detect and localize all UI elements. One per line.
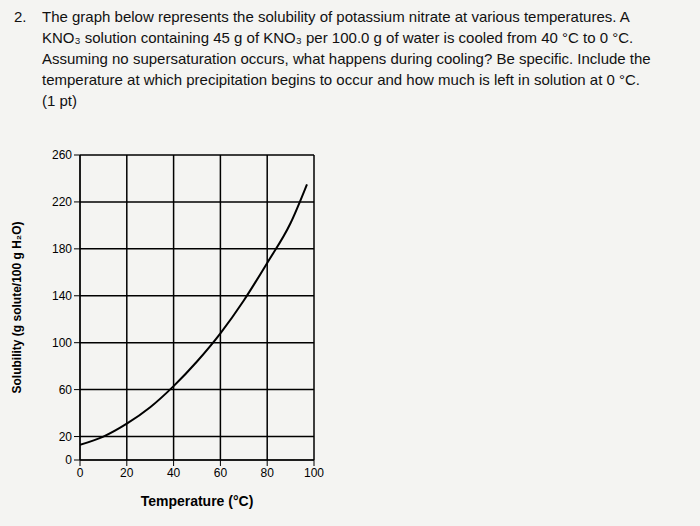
svg-text:40: 40 xyxy=(167,466,181,480)
svg-text:140: 140 xyxy=(52,289,72,303)
svg-text:220: 220 xyxy=(52,195,72,209)
svg-text:100: 100 xyxy=(304,466,324,480)
html-text:2.: 2. xyxy=(14,8,27,25)
svg-text:20: 20 xyxy=(120,466,134,480)
svg-text:Temperature (°C): Temperature (°C) xyxy=(141,493,254,509)
svg-text:0: 0 xyxy=(65,453,72,467)
svg-text:60: 60 xyxy=(59,383,73,397)
html-text:temperature at which precipita: temperature at which precipitation begin… xyxy=(42,71,640,88)
html-text:Assuming no supersaturation oc: Assuming no supersaturation occurs, what… xyxy=(42,50,651,67)
svg-text:20: 20 xyxy=(59,430,73,444)
svg-text:60: 60 xyxy=(214,466,228,480)
svg-text:180: 180 xyxy=(52,242,72,256)
svg-text:80: 80 xyxy=(261,466,275,480)
html-text:The graph below represents the: The graph below represents the solubilit… xyxy=(42,8,630,25)
svg-text:260: 260 xyxy=(52,148,72,162)
html-text:(1 pt): (1 pt) xyxy=(42,92,77,109)
html-text:KNO₃ solution containing 45 g: KNO₃ solution containing 45 g of KNO₃ pe… xyxy=(42,29,634,46)
svg-text:Solubility (g solute/100 g H₂O: Solubility (g solute/100 g H₂O) xyxy=(10,221,24,393)
svg-text:0: 0 xyxy=(77,466,84,480)
svg-text:100: 100 xyxy=(52,336,72,350)
